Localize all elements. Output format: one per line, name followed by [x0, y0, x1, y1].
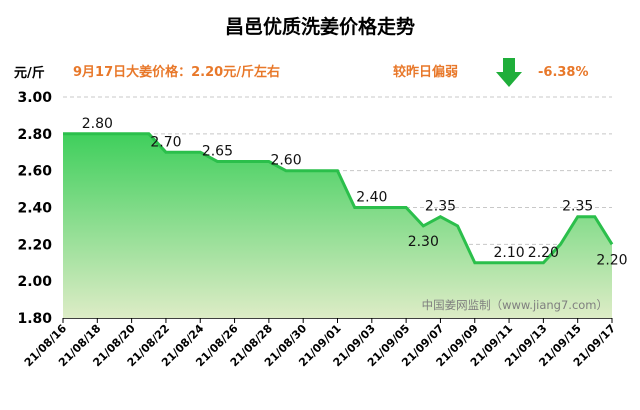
data-label: 2.35: [562, 199, 593, 215]
data-label: 2.30: [408, 234, 439, 250]
y-axis-ticks: 3.00 2.80 2.60 2.40 2.20 2.00 1.80: [17, 90, 52, 327]
y-tick-label: 2.60: [17, 164, 52, 180]
y-tick-label: 1.80: [17, 311, 52, 327]
change-label: 较昨日偏弱: [393, 64, 458, 80]
area-fill: [63, 133, 612, 318]
y-tick-label: 2.80: [17, 127, 52, 143]
y-tick-label: 2.40: [17, 201, 52, 217]
data-label: 2.80: [82, 116, 113, 132]
price-line: [63, 132, 614, 265]
data-label: 2.35: [425, 199, 456, 215]
price-area: [63, 132, 614, 318]
data-labels: 2.802.702.652.602.402.302.352.10 2.202.35…: [82, 116, 628, 269]
price-note: 9月17日大姜价格：2.20元/斤左右: [73, 64, 280, 80]
y-tick-label: 2.20: [17, 237, 52, 253]
y-tick-label: 2.00: [17, 274, 52, 290]
data-label: 2.70: [150, 134, 181, 150]
x-axis-ticks: 21/08/1621/08/1821/08/2021/08/2221/08/24…: [22, 318, 618, 369]
y-unit-label: 元/斤: [14, 65, 45, 81]
arrow-down-icon: [496, 58, 522, 87]
change-value: -6.38%: [538, 65, 589, 80]
watermark: 中国姜网监制（www.jiang7.com）: [422, 298, 608, 312]
data-label: 2.20: [528, 245, 559, 261]
data-label: 2.60: [270, 153, 301, 169]
data-label: 2.20: [596, 252, 627, 268]
data-label: 2.65: [202, 143, 233, 159]
chart-title: 昌邑优质洗姜价格走势: [225, 15, 415, 38]
data-label: 2.10: [493, 245, 524, 261]
y-tick-label: 3.00: [17, 90, 52, 106]
data-label: 2.40: [356, 190, 387, 206]
